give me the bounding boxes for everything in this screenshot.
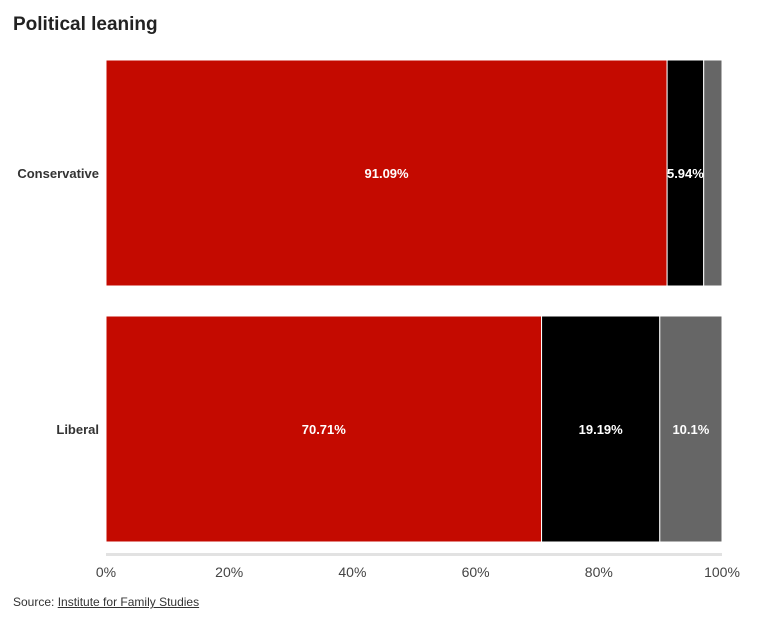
x-tick-label-0: 0% xyxy=(96,564,116,580)
source-prefix: Source: xyxy=(13,595,58,609)
data-label-conservative-0: 91.09% xyxy=(365,166,410,181)
category-labels: Conservative Liberal xyxy=(17,166,99,437)
x-tick-label-20: 20% xyxy=(215,564,243,580)
stacked-bar-chart: 91.09% 5.94% 70.71% 19.19% 10.1% Conservativ… xyxy=(17,59,740,580)
category-label-conservative: Conservative xyxy=(17,166,99,181)
bar-liberal-segment-2 xyxy=(659,315,723,543)
category-label-liberal: Liberal xyxy=(56,422,99,437)
data-label-liberal-2: 10.1% xyxy=(672,422,709,437)
x-tick-label-80: 80% xyxy=(585,564,613,580)
x-tick-label-40: 40% xyxy=(338,564,366,580)
data-label-liberal-1: 19.19% xyxy=(579,422,624,437)
data-label-liberal-0: 70.71% xyxy=(302,422,347,437)
x-axis-line xyxy=(106,553,722,556)
x-axis: 0% 20% 40% 60% 80% 100% xyxy=(96,553,740,580)
x-tick-label-100: 100% xyxy=(704,564,740,580)
bars-group: 91.09% 5.94% 70.71% 19.19% 10.1% xyxy=(105,59,723,543)
data-label-conservative-1: 5.94% xyxy=(667,166,704,181)
bar-liberal-segment-1 xyxy=(541,315,661,543)
source-link[interactable]: Institute for Family Studies xyxy=(57,595,200,609)
source-note: Source: Institute for Family Studies xyxy=(13,595,199,609)
chart-title: Political leaning xyxy=(13,14,158,35)
bar-conservative-segment-2 xyxy=(703,59,723,287)
bar-conservative-segment-1 xyxy=(666,59,705,287)
x-tick-label-60: 60% xyxy=(462,564,490,580)
